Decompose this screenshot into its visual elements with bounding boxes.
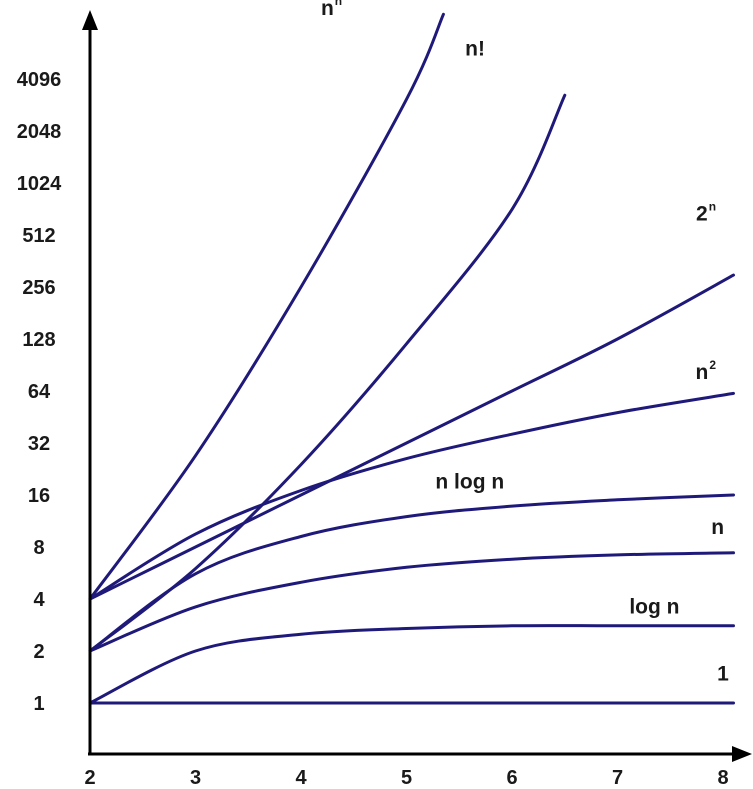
x-tick-label: 6 (506, 767, 517, 789)
series-label-4: n log n (435, 470, 504, 493)
series-label-3: n (695, 361, 708, 384)
x-axis-arrow (732, 746, 752, 762)
series-label-0: n (321, 0, 334, 20)
y-tick-label: 4096 (17, 69, 62, 91)
series-layer (88, 12, 735, 705)
y-tick-label: 2 (33, 641, 44, 663)
series-line-1 (88, 93, 567, 653)
series-label-5: n (711, 516, 724, 539)
tick-layer: 1 2 4 8 16 32 64 128 256 512 1024 2048 4096 2 3 4 5 6 7 8 (17, 69, 729, 789)
series-label-7: 1 (717, 662, 729, 685)
series-line-3 (88, 391, 735, 601)
x-tick-label: 2 (84, 767, 95, 789)
y-tick-label: 512 (22, 225, 55, 247)
y-tick-label: 128 (22, 329, 55, 351)
series-label-superscript-0: n (335, 0, 342, 8)
axes-layer (82, 10, 752, 762)
series-line-0 (88, 12, 445, 601)
y-tick-label: 32 (28, 433, 50, 455)
y-tick-label: 64 (28, 381, 51, 403)
y-tick-label: 16 (28, 485, 50, 507)
series-label-superscript-2: n (709, 200, 716, 214)
series-label-2: 2 (696, 203, 708, 226)
series-label-6: log n (629, 595, 679, 618)
y-tick-label: 256 (22, 277, 55, 299)
y-tick-label: 2048 (17, 121, 62, 143)
x-tick-label: 7 (612, 767, 623, 789)
series-label-1: n! (465, 38, 485, 61)
series-label-superscript-3: 2 (709, 358, 716, 372)
y-axis-arrow (82, 10, 98, 30)
y-tick-label: 1 (33, 693, 44, 715)
x-tick-label: 8 (717, 767, 728, 789)
series-line-4 (88, 493, 735, 653)
series-line-2 (88, 273, 735, 601)
y-tick-label: 1024 (17, 173, 62, 195)
y-tick-label: 4 (33, 589, 45, 611)
x-tick-label: 4 (295, 767, 307, 789)
series-line-6 (88, 624, 735, 705)
series-line-5 (88, 551, 735, 653)
x-tick-label: 5 (401, 767, 412, 789)
y-tick-label: 8 (33, 537, 44, 559)
x-tick-label: 3 (190, 767, 201, 789)
